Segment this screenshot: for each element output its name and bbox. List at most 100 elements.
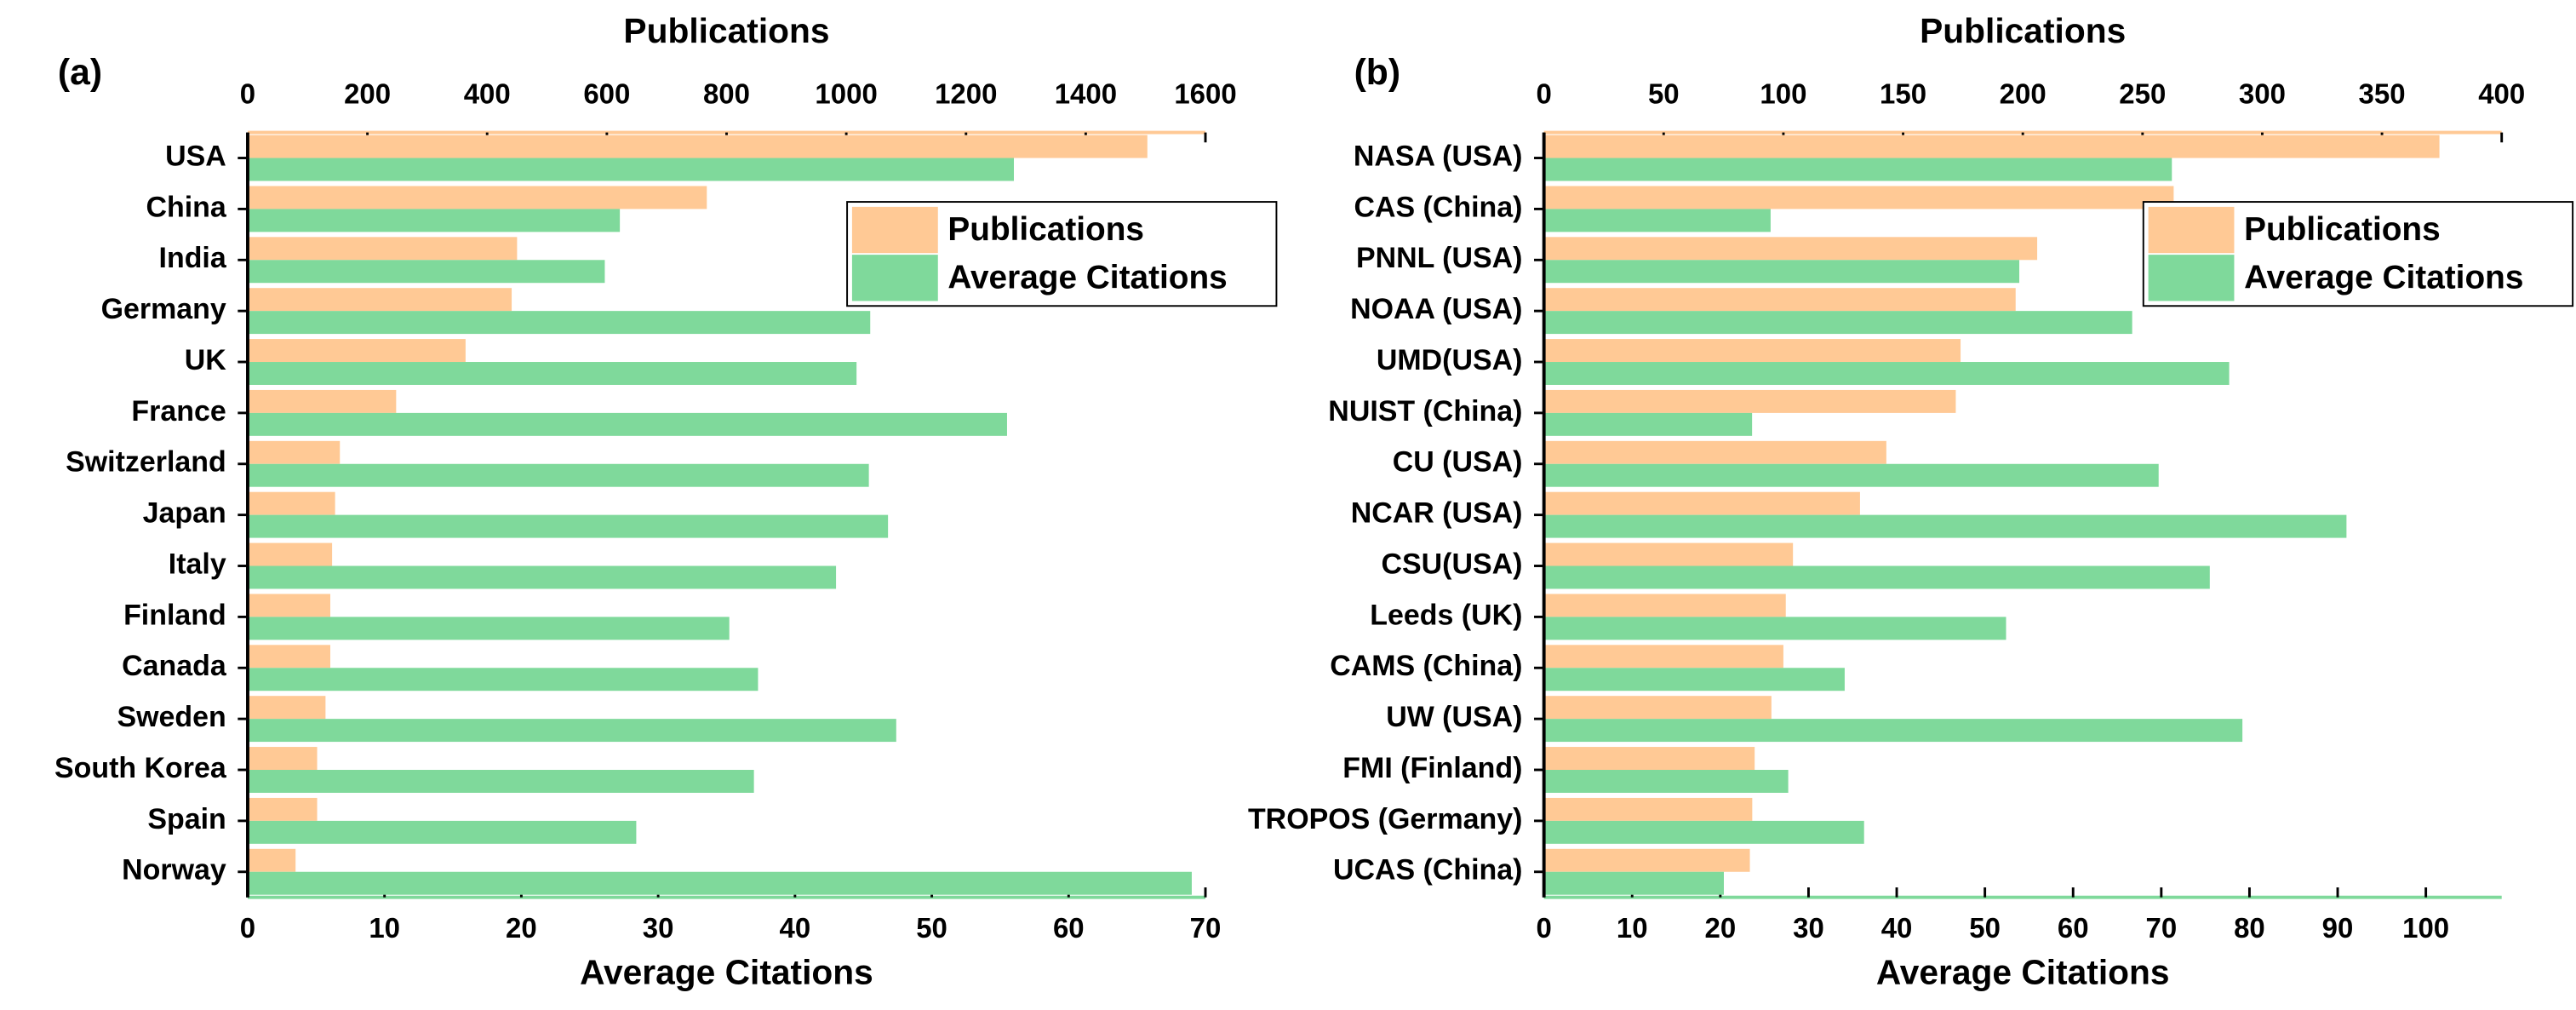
x-tick-label: 10: [369, 912, 400, 944]
x-tick-label: 30: [1793, 912, 1824, 944]
x-tick-label: 70: [1190, 912, 1222, 944]
bar: [247, 237, 518, 261]
bar: [1543, 362, 2230, 385]
y-tick-label: Sweden: [117, 701, 226, 733]
bar: [247, 594, 330, 617]
x2-tick-label: 200: [2000, 78, 2046, 110]
bar: [1543, 565, 2210, 589]
y-tick-label: UK: [185, 344, 227, 376]
y-tick-label: Japan: [143, 497, 226, 530]
x2-tick-label: 1600: [1174, 78, 1236, 110]
y-tick-label: Norway: [122, 854, 226, 887]
y-tick-label: South Korea: [54, 752, 227, 784]
x2-axis-title: Publications: [1920, 11, 2126, 50]
legend-swatch: [851, 206, 938, 254]
x2-axis-title: Publications: [623, 11, 829, 50]
y-tick-label: China: [146, 191, 226, 223]
y-tick-label: India: [159, 242, 227, 274]
y-tick-label: UCAS (China): [1333, 854, 1522, 887]
bar: [1543, 209, 1771, 232]
x2-tick-label: 1400: [1055, 78, 1117, 110]
y-tick-label: CU (USA): [1393, 446, 1523, 479]
y-tick-label: NASA (USA): [1354, 140, 1523, 172]
bar: [247, 820, 637, 844]
bar: [1543, 617, 2006, 640]
bar: [247, 135, 1148, 158]
x2-tick-label: 800: [703, 78, 750, 110]
y-tick-label: TROPOS (Germany): [1248, 803, 1522, 835]
bar: [247, 514, 889, 538]
x2-tick-label: 150: [1880, 78, 1926, 110]
legend-swatch: [851, 255, 938, 301]
bar: [247, 848, 296, 872]
x-tick-label: 70: [2145, 912, 2177, 944]
bar: [1543, 463, 2159, 487]
y-tick-label: Leeds (UK): [1370, 599, 1522, 631]
legend-swatch: [2148, 255, 2235, 301]
y-tick-label: Finland: [123, 599, 226, 631]
legend-label: Average Citations: [2244, 259, 2523, 296]
x2-tick-label: 400: [2478, 78, 2525, 110]
legend-swatch: [2148, 206, 2235, 254]
x-tick-label: 20: [1705, 912, 1737, 944]
x-tick-label: 20: [506, 912, 537, 944]
x2-tick-label: 100: [1760, 78, 1806, 110]
y-tick-label: NUIST (China): [1328, 395, 1522, 428]
y-tick-label: Italy: [169, 548, 226, 580]
legend-label: Publications: [947, 211, 1144, 248]
bar: [247, 747, 318, 771]
x2-tick-label: 400: [464, 78, 511, 110]
y-tick-label: NOAA (USA): [1350, 293, 1522, 325]
bar: [247, 617, 730, 640]
bar: [1543, 719, 2243, 743]
x-tick-label: 30: [643, 912, 674, 944]
bar: [1543, 668, 1845, 692]
x2-tick-label: 0: [1536, 78, 1551, 110]
bar: [1543, 747, 1755, 771]
bar: [1543, 440, 1886, 464]
y-tick-label: CSU(USA): [1382, 548, 1523, 580]
x-axis-title: Average Citations: [580, 953, 873, 992]
x-tick-label: 10: [1617, 912, 1648, 944]
x-tick-label: 50: [916, 912, 947, 944]
y-tick-label: Spain: [147, 803, 226, 835]
x-tick-label: 60: [1053, 912, 1085, 944]
panel-label: (a): [58, 52, 102, 93]
legend-label: Publications: [2244, 211, 2441, 248]
y-tick-label: FMI (Finland): [1342, 752, 1522, 784]
bar: [1543, 135, 2440, 158]
bar: [1543, 645, 1783, 669]
x2-tick-label: 200: [344, 78, 391, 110]
y-tick-label: NCAR (USA): [1351, 497, 1523, 530]
bar: [247, 463, 869, 487]
y-tick-label: CAS (China): [1354, 191, 1522, 223]
x2-tick-label: 1200: [935, 78, 997, 110]
bar: [1543, 311, 2132, 335]
bar: [247, 542, 333, 566]
x2-tick-label: 1000: [815, 78, 877, 110]
y-tick-label: USA: [165, 140, 226, 172]
bar: [1543, 339, 1961, 363]
bar: [247, 645, 330, 669]
bar: [247, 311, 871, 335]
bar: [1543, 542, 1794, 566]
x-tick-label: 40: [780, 912, 811, 944]
bar: [1543, 514, 2347, 538]
bar: [1543, 260, 2020, 284]
y-tick-label: Canada: [122, 650, 227, 682]
y-tick-label: UW (USA): [1386, 701, 1522, 733]
y-tick-label: Germany: [101, 293, 226, 325]
x-tick-label: 50: [1969, 912, 2001, 944]
bar: [247, 491, 335, 515]
bar: [1543, 237, 2038, 261]
legend-label: Average Citations: [947, 259, 1227, 296]
y-tick-label: UMD(USA): [1377, 344, 1523, 376]
bar: [1543, 186, 2174, 209]
x-axis-title: Average Citations: [1876, 953, 2170, 992]
bar: [247, 871, 1192, 895]
bar: [247, 440, 341, 464]
bar: [247, 186, 707, 209]
x2-tick-label: 350: [2359, 78, 2406, 110]
